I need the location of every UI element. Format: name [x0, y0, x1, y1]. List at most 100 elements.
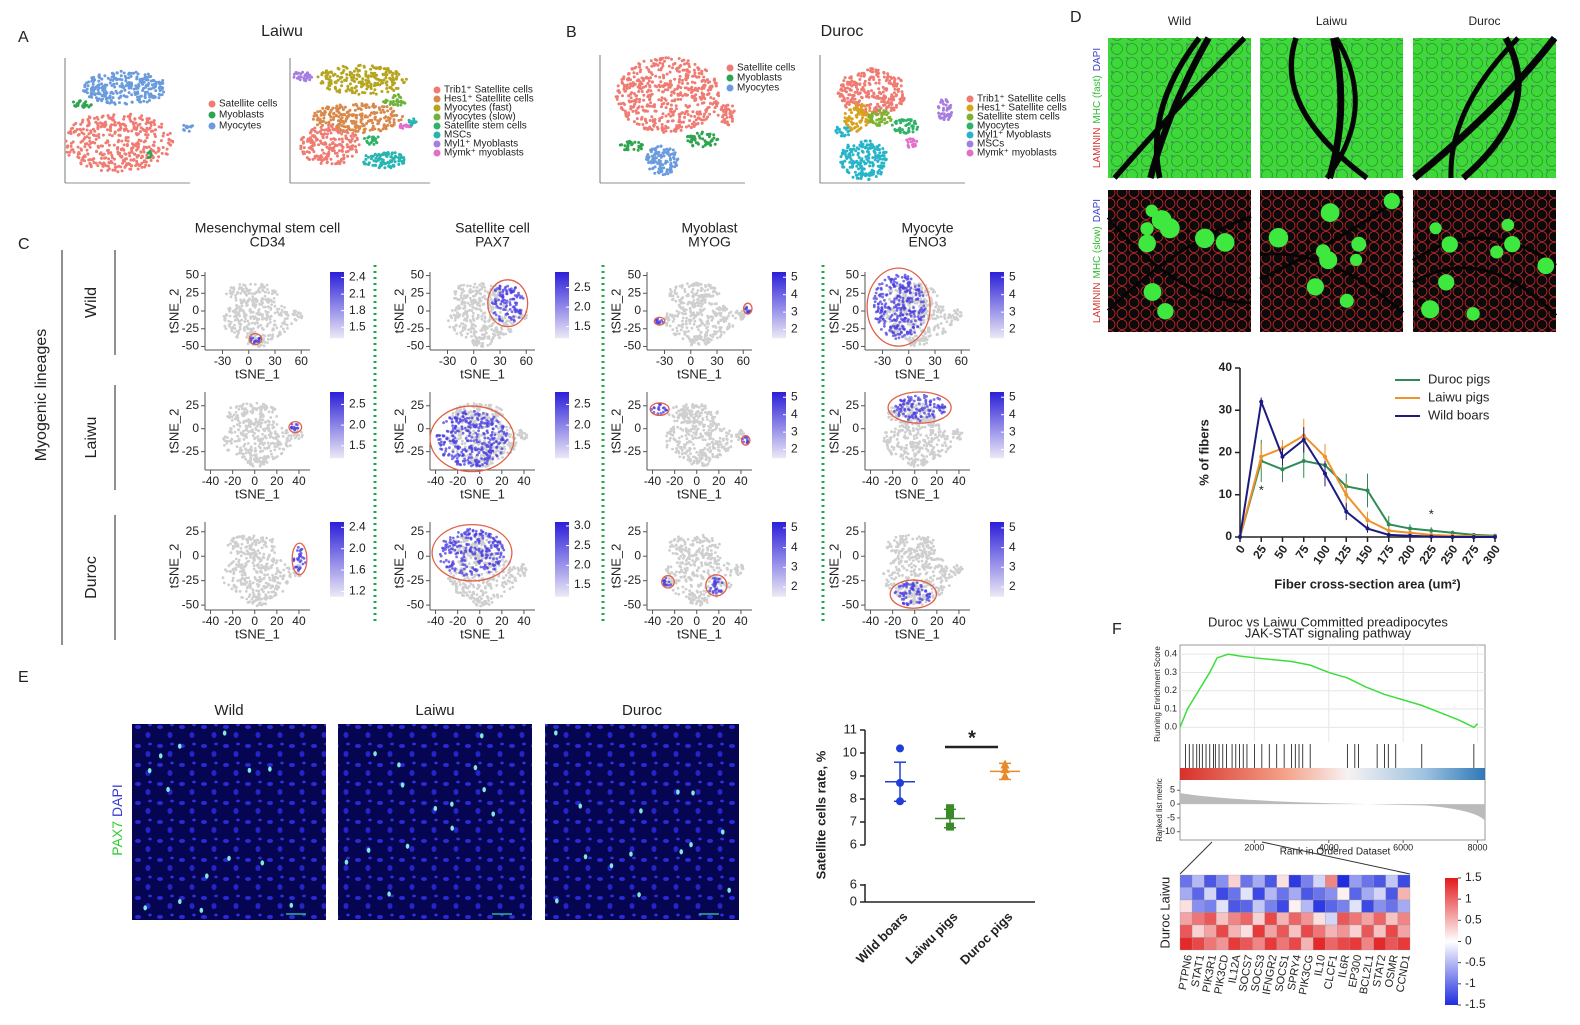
cell-dot — [689, 314, 692, 318]
cell-dot — [290, 322, 293, 326]
cell-dot — [464, 309, 467, 313]
cell-dot — [624, 111, 628, 115]
cell-dot — [321, 134, 325, 138]
cell-dot — [712, 333, 715, 336]
cell-dot — [889, 109, 893, 113]
cell-dot — [882, 75, 886, 79]
cell-dot — [464, 296, 468, 300]
cell-dot — [341, 119, 345, 123]
cell-dot — [869, 146, 873, 150]
cell-dot — [696, 289, 700, 292]
cell-dot — [397, 159, 401, 163]
cell-dot — [252, 317, 256, 320]
cell-dot — [892, 106, 896, 110]
cell-dot — [664, 114, 668, 118]
cell-dot — [299, 75, 303, 79]
cell-dot — [341, 108, 345, 112]
cell-dot — [97, 73, 101, 77]
cell-dot — [308, 158, 311, 161]
cell-dot — [877, 81, 881, 85]
cell-dot — [481, 333, 484, 336]
cell-dot — [687, 300, 690, 304]
cell-dot — [724, 319, 727, 323]
cell-dot — [497, 315, 501, 318]
cell-dot — [857, 167, 861, 171]
cell-dot — [946, 113, 950, 117]
cell-dot — [396, 86, 400, 90]
cell-dot — [880, 113, 884, 117]
cell-dot — [390, 110, 394, 114]
cell-dot — [942, 106, 945, 110]
cell-dot — [345, 111, 349, 114]
cell-dot — [350, 75, 353, 79]
cell-dot — [655, 125, 659, 129]
cell-dot — [701, 293, 704, 297]
cell-dot — [474, 330, 478, 334]
cell-dot — [890, 123, 894, 127]
cell-dot — [671, 148, 675, 152]
cell-dot — [302, 135, 305, 139]
cell-dot — [128, 112, 132, 116]
cell-dot — [687, 336, 691, 340]
cell-dot — [372, 159, 376, 163]
cell-dot — [123, 101, 127, 105]
cell-dot — [385, 119, 389, 123]
cell-dot — [465, 319, 469, 323]
cell-dot — [885, 316, 889, 320]
cell-dot — [687, 87, 691, 91]
cell-dot — [841, 151, 844, 155]
cell-dot — [327, 123, 331, 127]
cell-dot — [118, 151, 122, 155]
panel-letter: C — [18, 236, 30, 253]
cell-dot — [373, 138, 377, 142]
cell-dot — [151, 95, 154, 99]
cell-dot — [466, 332, 469, 336]
cell-dot — [638, 84, 642, 88]
cell-dot — [481, 296, 484, 299]
cell-dot — [224, 327, 228, 330]
cell-dot — [264, 310, 268, 313]
cell-dot — [699, 289, 703, 292]
cell-dot — [465, 312, 468, 316]
cell-dot — [123, 157, 127, 161]
cell-dot — [351, 131, 355, 135]
cell-dot — [890, 95, 893, 99]
cell-dot — [869, 120, 873, 124]
cell-dot — [654, 74, 658, 78]
cell-dot — [650, 154, 654, 158]
cell-dot — [106, 114, 110, 118]
cell-dot — [405, 125, 409, 129]
cell-dot — [878, 96, 882, 100]
cell-dot — [345, 73, 349, 76]
cell-dot — [472, 319, 476, 322]
cell-dot — [876, 159, 880, 163]
cell-dot — [845, 102, 849, 106]
cell-dot — [334, 87, 337, 91]
cell-dot — [147, 117, 151, 120]
cell-dot — [463, 327, 467, 331]
cell-dot — [637, 141, 641, 144]
cell-dot — [640, 90, 644, 93]
cell-dot — [637, 122, 641, 126]
cell-dot — [154, 151, 158, 155]
cell-dot — [81, 118, 85, 122]
cell-dot — [96, 127, 100, 131]
cell-dot — [110, 134, 114, 138]
cell-dot — [710, 302, 714, 306]
cell-dot — [134, 70, 138, 74]
cell-dot — [286, 317, 289, 320]
cell-dot — [392, 100, 395, 103]
cell-dot — [239, 307, 243, 311]
cell-dot — [709, 143, 713, 147]
cell-dot — [390, 114, 394, 118]
cell-dot — [697, 294, 701, 298]
cell-dot — [238, 286, 242, 289]
cell-dot — [88, 145, 92, 149]
cell-dot — [692, 125, 696, 128]
cell-dot — [472, 311, 475, 315]
cell-dot — [364, 72, 368, 76]
cell-dot — [725, 307, 729, 311]
cell-dot — [634, 100, 638, 104]
cell-dot — [325, 69, 328, 73]
cell-dot — [92, 89, 96, 93]
